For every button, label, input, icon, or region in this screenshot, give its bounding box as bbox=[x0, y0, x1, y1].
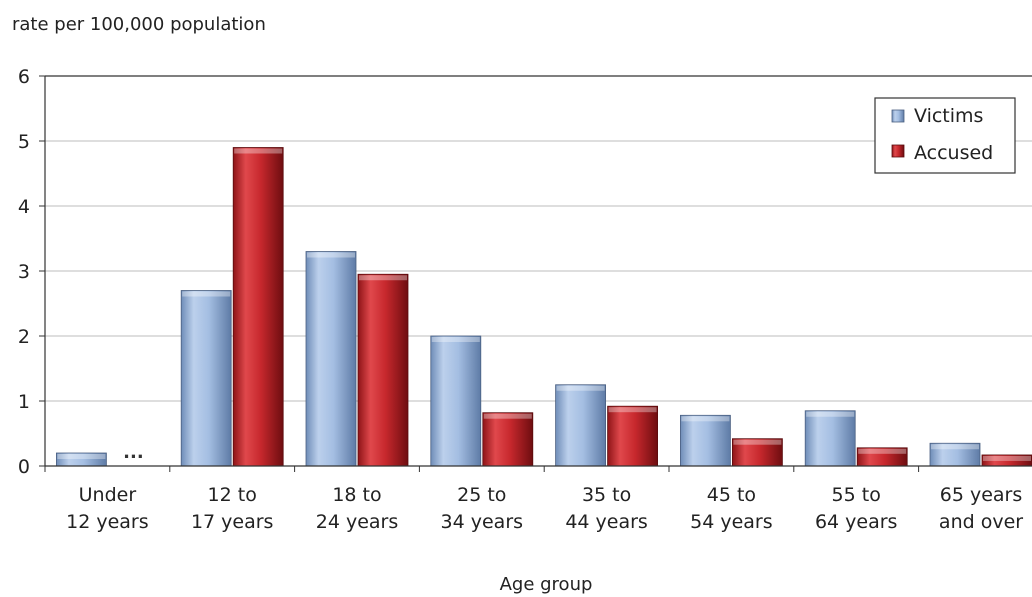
bar-highlight bbox=[57, 454, 106, 459]
x-tick-label: 18 to bbox=[332, 484, 381, 506]
x-tick-label: 24 years bbox=[316, 511, 399, 533]
bars: ... bbox=[56, 147, 1032, 467]
bar-body bbox=[680, 414, 731, 467]
bar-highlight bbox=[431, 337, 480, 342]
bar-accused bbox=[357, 273, 409, 467]
y-tick-label: 3 bbox=[18, 261, 30, 283]
bar-highlight bbox=[983, 455, 1031, 461]
y-tick-label: 0 bbox=[18, 456, 30, 478]
y-tick-labels: 0 1 2 3 4 5 6 bbox=[18, 66, 30, 478]
bar-highlight bbox=[858, 448, 907, 454]
bar-victims bbox=[180, 290, 232, 467]
bar-body bbox=[482, 412, 534, 467]
legend-label-accused: Accused bbox=[914, 142, 993, 164]
y-tick-label: 6 bbox=[18, 66, 30, 88]
y-tick-label: 4 bbox=[18, 196, 30, 218]
x-tick-label: and over bbox=[939, 511, 1023, 533]
bar-accused bbox=[856, 447, 908, 467]
y-tick-label: 5 bbox=[18, 131, 30, 153]
bar-highlight bbox=[681, 416, 730, 422]
bar-accused bbox=[607, 405, 658, 467]
bar-body bbox=[732, 438, 783, 467]
x-tick-label: 54 years bbox=[690, 511, 773, 533]
x-tick-label: 65 years bbox=[940, 484, 1023, 506]
bar-accused bbox=[482, 412, 534, 467]
bar-highlight bbox=[182, 291, 231, 297]
x-tick-label: Under bbox=[79, 484, 137, 506]
y-axis-title: rate per 100,000 population bbox=[12, 14, 266, 35]
x-tick-label: 17 years bbox=[191, 511, 274, 533]
bar-body bbox=[357, 273, 409, 467]
bar-accused bbox=[732, 438, 783, 467]
bar-body bbox=[232, 147, 284, 467]
x-tick-label: 12 years bbox=[66, 511, 149, 533]
bar-highlight bbox=[806, 411, 855, 417]
bar-victims bbox=[555, 384, 606, 467]
bar-victims bbox=[430, 335, 482, 467]
y-tick-label: 2 bbox=[18, 326, 30, 348]
bar-victims bbox=[305, 251, 357, 467]
bar-highlight bbox=[931, 444, 979, 450]
bar-highlight bbox=[483, 413, 532, 419]
x-tick-label: 25 to bbox=[457, 484, 506, 506]
bar-highlight bbox=[307, 252, 355, 258]
x-tick-label: 35 to bbox=[582, 484, 631, 506]
bar-body bbox=[555, 384, 606, 467]
x-tick-labels: Under 12 years 12 to 17 years 18 to 24 years 2… bbox=[66, 484, 1023, 533]
x-tick-label: 64 years bbox=[815, 511, 898, 533]
bar-highlight bbox=[359, 275, 407, 281]
bar-victims bbox=[804, 410, 856, 467]
bar-body bbox=[607, 405, 658, 467]
bar-highlight bbox=[556, 385, 605, 391]
bar-highlight bbox=[608, 407, 657, 413]
bar-victims bbox=[929, 442, 981, 467]
legend: Victims Accused bbox=[874, 97, 1016, 174]
bar-highlight bbox=[733, 439, 782, 445]
bar-accused bbox=[232, 147, 284, 467]
bar-body bbox=[305, 251, 357, 467]
x-tick-label: 45 to bbox=[707, 484, 756, 506]
bar-body bbox=[804, 410, 856, 467]
legend-label-victims: Victims bbox=[914, 105, 983, 127]
axes bbox=[39, 75, 1032, 472]
x-tick-label: 34 years bbox=[441, 511, 524, 533]
bar-body bbox=[180, 290, 232, 467]
not-available-label: ... bbox=[123, 442, 144, 463]
x-tick-label: 55 to bbox=[832, 484, 881, 506]
bar-victims bbox=[680, 414, 731, 467]
bar-accused bbox=[981, 454, 1032, 467]
legend-swatch-accused bbox=[891, 144, 905, 158]
y-tick-label: 1 bbox=[18, 391, 30, 413]
x-tick-label: 44 years bbox=[565, 511, 648, 533]
bar-body bbox=[430, 335, 482, 467]
legend-swatch-victims bbox=[891, 109, 905, 123]
x-tick-label: 12 to bbox=[208, 484, 257, 506]
x-axis-title: Age group bbox=[500, 574, 593, 595]
bar-victims bbox=[56, 452, 107, 467]
bar-highlight bbox=[234, 148, 283, 154]
